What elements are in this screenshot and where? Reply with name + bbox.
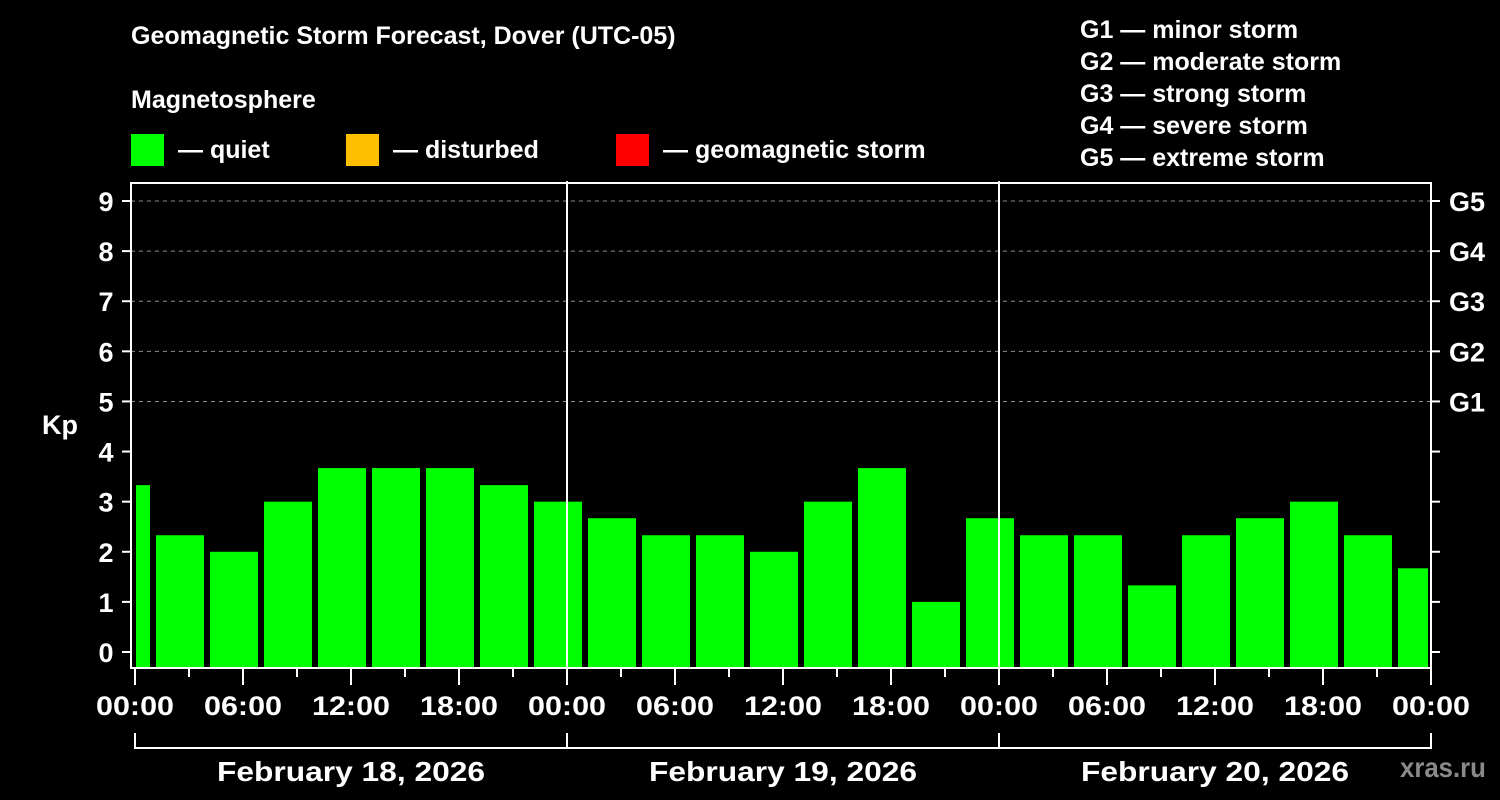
y-tick-label: 4 — [98, 438, 113, 468]
kp-bar — [1074, 535, 1122, 667]
g-scale-tick-label: G3 — [1449, 287, 1485, 317]
storm-swatch — [616, 134, 649, 166]
kp-bar — [1182, 535, 1230, 667]
day-label: February 19, 2026 — [649, 756, 917, 787]
g-scale-tick-label: G5 — [1449, 187, 1485, 217]
kp-bar — [1128, 585, 1176, 667]
y-tick-label: 5 — [98, 387, 113, 417]
legend-quiet-label: — quiet — [178, 135, 270, 164]
legend-disturbed-label: — disturbed — [393, 135, 539, 164]
kp-bar — [1290, 501, 1338, 667]
g-scale-tick-label: G4 — [1449, 237, 1485, 267]
y-tick-label: 3 — [98, 488, 113, 518]
y-tick-label: 6 — [98, 337, 113, 367]
x-tick-label: 18:00 — [1284, 691, 1362, 721]
day-label: February 18, 2026 — [217, 756, 485, 787]
kp-bar — [426, 468, 474, 667]
g2-legend: G2 — moderate storm — [1080, 48, 1342, 76]
kp-bar — [534, 501, 582, 667]
x-tick-label: 00:00 — [528, 691, 606, 721]
kp-bar — [1236, 518, 1284, 667]
kp-bar — [642, 535, 690, 667]
kp-bar — [858, 468, 906, 667]
kp-bar — [588, 518, 636, 667]
legend-quiet: — quiet — [131, 134, 270, 166]
plot-frame — [130, 182, 1432, 669]
x-tick-label: 18:00 — [420, 691, 498, 721]
grid-lines — [131, 200, 1431, 402]
y-tick-label: 7 — [98, 287, 113, 317]
kp-bar — [696, 535, 744, 667]
kp-bar — [966, 518, 1014, 667]
x-tick-label: 06:00 — [636, 691, 714, 721]
legend-heading: Magnetosphere — [131, 86, 316, 114]
g5-legend: G5 — extreme storm — [1080, 144, 1325, 172]
g1-legend: G1 — minor storm — [1080, 16, 1299, 44]
g4-legend: G4 — severe storm — [1080, 112, 1308, 140]
y-tick-label: 8 — [98, 237, 113, 267]
x-tick-label: 00:00 — [960, 691, 1038, 721]
day-label: February 20, 2026 — [1081, 756, 1349, 787]
kp-bar — [156, 535, 204, 667]
kp-bar — [912, 601, 960, 667]
kp-bars — [136, 468, 1428, 667]
y-tick-label: 1 — [98, 588, 113, 618]
kp-bar — [1020, 535, 1068, 667]
x-tick-label: 12:00 — [744, 691, 822, 721]
y-axis-label: Kp — [42, 410, 78, 440]
kp-bar — [210, 551, 258, 667]
legend-storm: — geomagnetic storm — [616, 134, 926, 166]
g-scale-legend: G1 — minor storm G2 — moderate storm G3 … — [1080, 14, 1341, 174]
x-tick-label: 18:00 — [852, 691, 930, 721]
chart-title: Geomagnetic Storm Forecast, Dover (UTC-0… — [131, 22, 676, 50]
legend-disturbed: — disturbed — [346, 134, 539, 166]
kp-bar — [318, 468, 366, 667]
g3-legend: G3 — strong storm — [1080, 80, 1307, 108]
kp-bar — [750, 551, 798, 667]
brand-watermark: xras.ru — [1400, 752, 1486, 783]
g-scale-tick-label: G1 — [1449, 387, 1485, 417]
y-tick-label: 2 — [98, 538, 113, 568]
g-scale-tick-label: G2 — [1449, 337, 1485, 367]
y-tick-label: 9 — [98, 187, 113, 217]
kp-bar — [372, 468, 420, 667]
kp-bar — [1398, 568, 1428, 667]
kp-bar — [136, 485, 150, 667]
quiet-swatch — [131, 134, 164, 166]
x-tick-label: 00:00 — [1392, 691, 1470, 721]
x-tick-label: 06:00 — [204, 691, 282, 721]
axis-labels: 0 1 2 3 4 5 6 7 8 9 G1 G2 G3 G4 G5 00:00 06:00 12:00 18:00… — [96, 187, 1485, 787]
kp-bar — [264, 501, 312, 667]
x-tick-label: 00:00 — [96, 691, 174, 721]
axes — [122, 181, 1440, 749]
y-tick-label: 0 — [98, 638, 113, 668]
x-tick-label: 12:00 — [1176, 691, 1254, 721]
kp-bar — [1344, 535, 1392, 667]
x-tick-label: 06:00 — [1068, 691, 1146, 721]
kp-bar — [480, 485, 528, 667]
x-tick-label: 12:00 — [312, 691, 390, 721]
legend-storm-label: — geomagnetic storm — [663, 135, 926, 164]
kp-bar — [804, 501, 852, 667]
disturbed-swatch — [346, 134, 379, 166]
